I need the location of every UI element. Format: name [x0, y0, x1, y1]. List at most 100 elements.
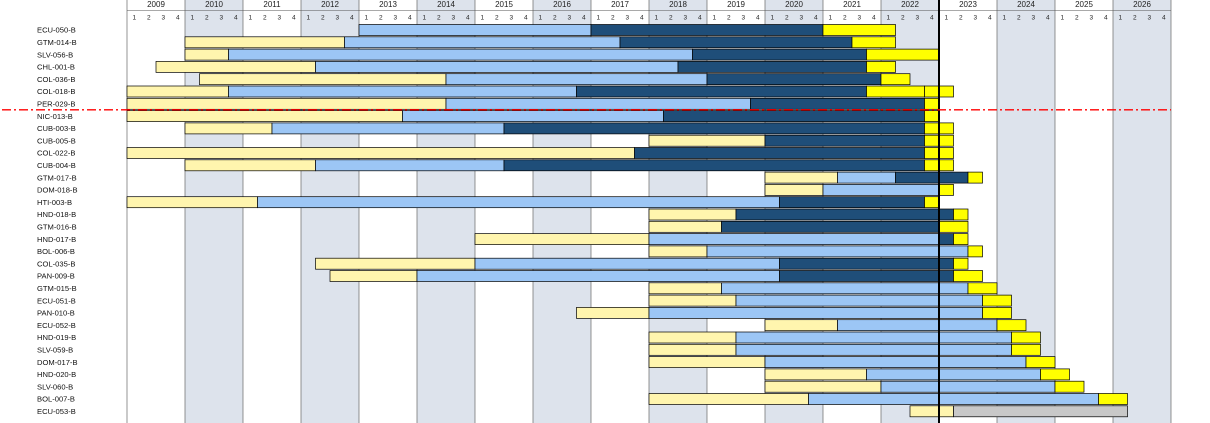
bar-CUB-003-B-phase3-2: [503, 122, 925, 135]
quarter-label-2012-1: 1: [306, 15, 310, 22]
quarter-label-2016-1: 1: [538, 15, 542, 22]
bar-COL-036-B-phase4-3: [880, 73, 911, 86]
project-label-ECU-053-B: ECU-053-B: [37, 407, 76, 416]
bar-SLV-059-B-phase4-2: [1011, 343, 1041, 356]
bar-BOL-006-B-phase4-2: [967, 245, 983, 258]
bar-HND-020-B-phase1-0: [764, 368, 867, 381]
bar-HND-017-B-phase2-1: [648, 233, 940, 245]
quarter-label-2020-4: 4: [814, 15, 818, 22]
bar-GTM-014-B-phase1-0: [184, 36, 345, 49]
bar-HND-019-B-phase2-1: [735, 331, 1012, 344]
bar-GTM-014-B-phase4-3: [851, 36, 896, 49]
quarter-label-2022-3: 3: [915, 15, 919, 22]
bar-COL-036-B-phase1-0: [199, 73, 447, 86]
quarter-label-2014-4: 4: [466, 15, 470, 22]
bar-BOL-006-B-phase2-1: [706, 245, 969, 258]
quarter-label-2025-2: 2: [1075, 15, 1079, 22]
project-label-SLV-056-B: SLV-056-B: [37, 50, 73, 59]
quarter-label-2017-2: 2: [611, 15, 615, 22]
bar-ECU-051-B-phase2-1: [735, 294, 983, 307]
quarter-label-2021-1: 1: [828, 15, 832, 22]
bar-DOM-018-B-phase4-2: [938, 184, 954, 196]
year-label-2010: 2010: [205, 0, 223, 9]
bar-COL-022-B-phase3-1: [634, 147, 925, 159]
bar-CUB-005-B-phase3-1: [764, 134, 925, 147]
bar-PAN-009-B-phase3-2: [779, 270, 954, 282]
project-label-SLV-060-B: SLV-060-B: [37, 382, 73, 391]
quarter-label-2020-1: 1: [770, 15, 774, 22]
bar-COL-022-B-phase1-0: [126, 147, 635, 159]
quarter-label-2018-3: 3: [683, 15, 687, 22]
year-label-2013: 2013: [379, 0, 397, 9]
bar-SLV-059-B-phase2-1: [735, 343, 1012, 356]
bar-SLV-060-B-phase2-1: [880, 380, 1056, 393]
project-label-GTM-016-B: GTM-016-B: [37, 223, 77, 232]
quarter-label-2011-1: 1: [248, 15, 252, 22]
project-label-HND-017-B: HND-017-B: [37, 235, 76, 244]
bar-CHL-001-B-phase2-1: [315, 61, 679, 73]
quarter-label-2020-3: 3: [799, 15, 803, 22]
year-label-2012: 2012: [321, 0, 339, 9]
quarter-label-2026-2: 2: [1133, 15, 1137, 22]
quarter-label-2024-4: 4: [1046, 15, 1050, 22]
quarter-label-2018-2: 2: [669, 15, 673, 22]
project-label-BOL-007-B: BOL-007-B: [37, 395, 75, 404]
project-label-BOL-006-B: BOL-006-B: [37, 247, 75, 256]
bar-COL-018-B-phase2-1: [228, 85, 577, 98]
quarter-label-2018-4: 4: [698, 15, 702, 22]
bar-GTM-016-B-phase3-1: [721, 220, 940, 233]
bar-GTM-017-B-phase4-3: [967, 171, 983, 184]
quarter-label-2022-1: 1: [886, 15, 890, 22]
bar-HND-018-B-phase3-1: [735, 208, 954, 221]
bar-ECU-050-B-phase2-0: [358, 24, 592, 36]
timeline-header: 2009 1 2 3 4 2010 1 2 3 4 2011 1 2 3 4 2012 1 2 3 4 2013 1 2 3 4…: [127, 0, 1171, 22]
year-label-2026: 2026: [1133, 0, 1151, 9]
bar-GTM-016-B-phase1-0: [648, 220, 722, 233]
bar-ECU-050-B-phase3-1: [590, 24, 824, 36]
bar-HND-020-B-phase2-1: [866, 368, 1041, 381]
quarter-label-2013-2: 2: [379, 15, 383, 22]
year-band-2026: [1113, 0, 1171, 423]
project-label-COL-036-B: COL-036-B: [37, 75, 75, 84]
project-label-COL-018-B: COL-018-B: [37, 87, 75, 96]
bar-NIC-013-B-phase4-3: [924, 110, 940, 122]
quarter-label-2026-4: 4: [1162, 15, 1166, 22]
quarter-label-2012-3: 3: [335, 15, 339, 22]
bar-ECU-053-B-phase1-0: [909, 405, 954, 418]
quarter-label-2024-2: 2: [1017, 15, 1021, 22]
project-label-CUB-005-B: CUB-005-B: [37, 136, 76, 145]
quarter-label-2009-4: 4: [176, 15, 180, 22]
bar-DOM-017-B-phase4-2: [1025, 356, 1056, 368]
bar-HTI-003-B-phase1-0: [126, 196, 258, 209]
bar-GTM-016-B-phase4-2: [938, 220, 969, 233]
quarter-label-2023-1: 1: [944, 15, 948, 22]
quarter-label-2019-2: 2: [727, 15, 731, 22]
quarter-label-2021-3: 3: [857, 15, 861, 22]
project-label-ECU-052-B: ECU-052-B: [37, 321, 76, 330]
bar-CUB-005-B-phase1-0: [648, 134, 766, 147]
bar-PAN-010-B-phase1-0: [576, 307, 650, 319]
quarter-label-2011-3: 3: [277, 15, 281, 22]
bar-CHL-001-B-phase1-0: [155, 61, 316, 73]
quarter-label-2014-2: 2: [437, 15, 441, 22]
quarter-label-2012-4: 4: [350, 15, 354, 22]
bar-SLV-060-B-phase1-0: [764, 380, 882, 393]
bar-CUB-004-B-phase1-0: [184, 159, 316, 172]
bar-PAN-009-B-phase4-3: [953, 270, 983, 282]
bar-CUB-003-B-phase2-1: [271, 122, 505, 135]
project-label-CUB-003-B: CUB-003-B: [37, 124, 76, 133]
project-label-COL-022-B: COL-022-B: [37, 149, 75, 158]
bar-ECU-051-B-phase4-2: [982, 294, 1012, 307]
quarter-label-2023-2: 2: [959, 15, 963, 22]
project-label-COL-035-B: COL-035-B: [37, 259, 75, 268]
project-label-PAN-010-B: PAN-010-B: [37, 309, 75, 318]
quarter-label-2011-4: 4: [292, 15, 296, 22]
year-label-2018: 2018: [669, 0, 687, 9]
project-label-GTM-017-B: GTM-017-B: [37, 173, 77, 182]
bar-CHL-001-B-phase4-3: [866, 61, 896, 73]
project-label-ECU-051-B: ECU-051-B: [37, 296, 76, 305]
bar-PER-029-B-phase4-3: [924, 97, 940, 110]
quarter-label-2023-3: 3: [973, 15, 977, 22]
bar-ECU-052-B-phase1-0: [764, 319, 838, 332]
